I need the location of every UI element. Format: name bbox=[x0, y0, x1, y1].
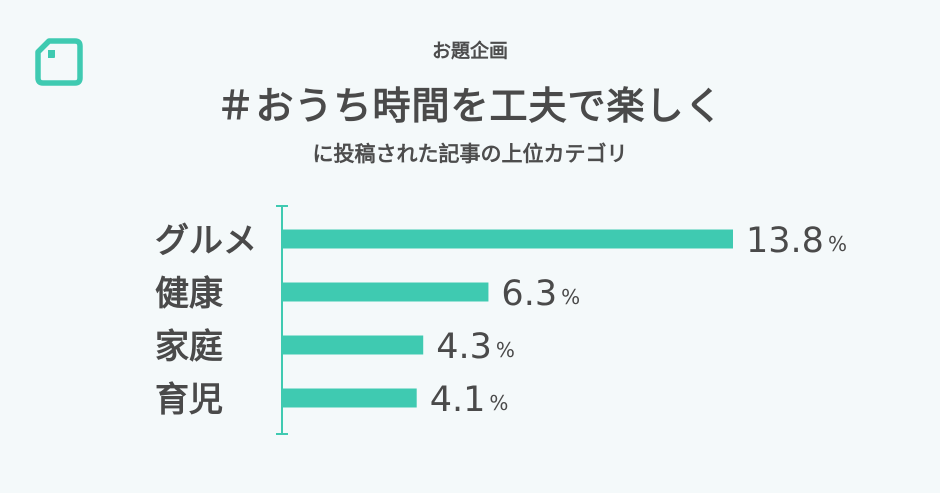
unit-label: % bbox=[828, 232, 847, 256]
category-label: 健康 bbox=[155, 274, 223, 314]
bar bbox=[283, 335, 424, 355]
page-title: ＃おうち時間を工夫で楽しく bbox=[216, 84, 724, 128]
value-label: 6.3 bbox=[501, 274, 557, 314]
bar bbox=[283, 388, 417, 408]
value-label: 4.1 bbox=[430, 380, 486, 420]
bar bbox=[283, 282, 489, 302]
unit-label: % bbox=[561, 285, 580, 309]
page-subtitle: に投稿された記事の上位カテゴリ bbox=[312, 142, 628, 166]
note-logo-icon bbox=[35, 38, 83, 86]
bar bbox=[283, 229, 733, 249]
category-label: 家庭 bbox=[155, 327, 223, 367]
value-label: 4.3 bbox=[436, 327, 492, 367]
unit-label: % bbox=[489, 391, 508, 415]
kicker-text: お題企画 bbox=[431, 40, 508, 62]
category-label: グルメ bbox=[155, 221, 257, 261]
value-label: 13.8 bbox=[746, 221, 824, 261]
unit-label: % bbox=[496, 338, 515, 362]
category-label: 育児 bbox=[155, 380, 223, 420]
